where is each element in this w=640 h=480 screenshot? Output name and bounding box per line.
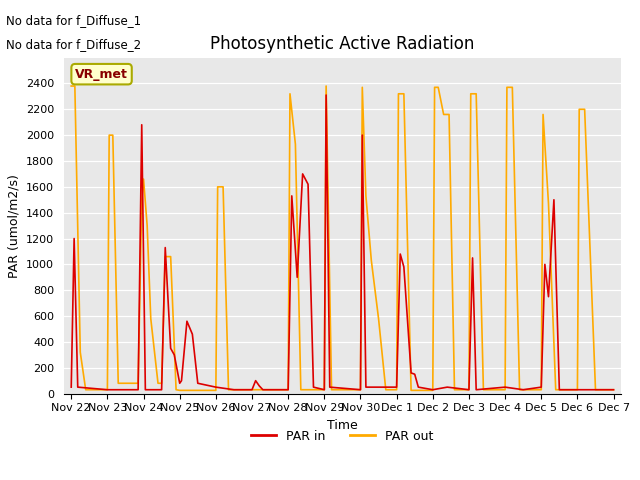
PAR out	[167, 254, 175, 260]
PAR in	[610, 387, 618, 393]
Text: No data for f_Diffuse_1: No data for f_Diffuse_1	[6, 14, 141, 27]
PAR in	[104, 387, 111, 393]
X-axis label: Time: Time	[327, 419, 358, 432]
PAR in	[573, 387, 581, 393]
Line: PAR out: PAR out	[71, 86, 614, 390]
Text: VR_met: VR_met	[75, 68, 128, 81]
PAR in	[545, 294, 552, 300]
PAR out	[106, 132, 113, 138]
PAR in	[183, 318, 191, 324]
PAR out	[67, 83, 75, 89]
Text: No data for f_Diffuse_2: No data for f_Diffuse_2	[6, 38, 141, 51]
Y-axis label: PAR (umol/m2/s): PAR (umol/m2/s)	[8, 174, 20, 277]
PAR out	[479, 387, 487, 393]
PAR out	[573, 387, 581, 393]
PAR out	[297, 387, 305, 393]
PAR in	[170, 352, 178, 358]
Title: Photosynthetic Active Radiation: Photosynthetic Active Radiation	[210, 35, 475, 53]
PAR out	[610, 387, 618, 393]
Line: PAR in: PAR in	[71, 95, 614, 390]
PAR out	[214, 184, 221, 190]
Legend: PAR in, PAR out: PAR in, PAR out	[246, 425, 439, 448]
PAR in	[255, 383, 263, 389]
PAR in	[67, 384, 75, 390]
PAR out	[176, 387, 184, 393]
PAR in	[141, 387, 149, 393]
PAR in	[323, 92, 330, 98]
